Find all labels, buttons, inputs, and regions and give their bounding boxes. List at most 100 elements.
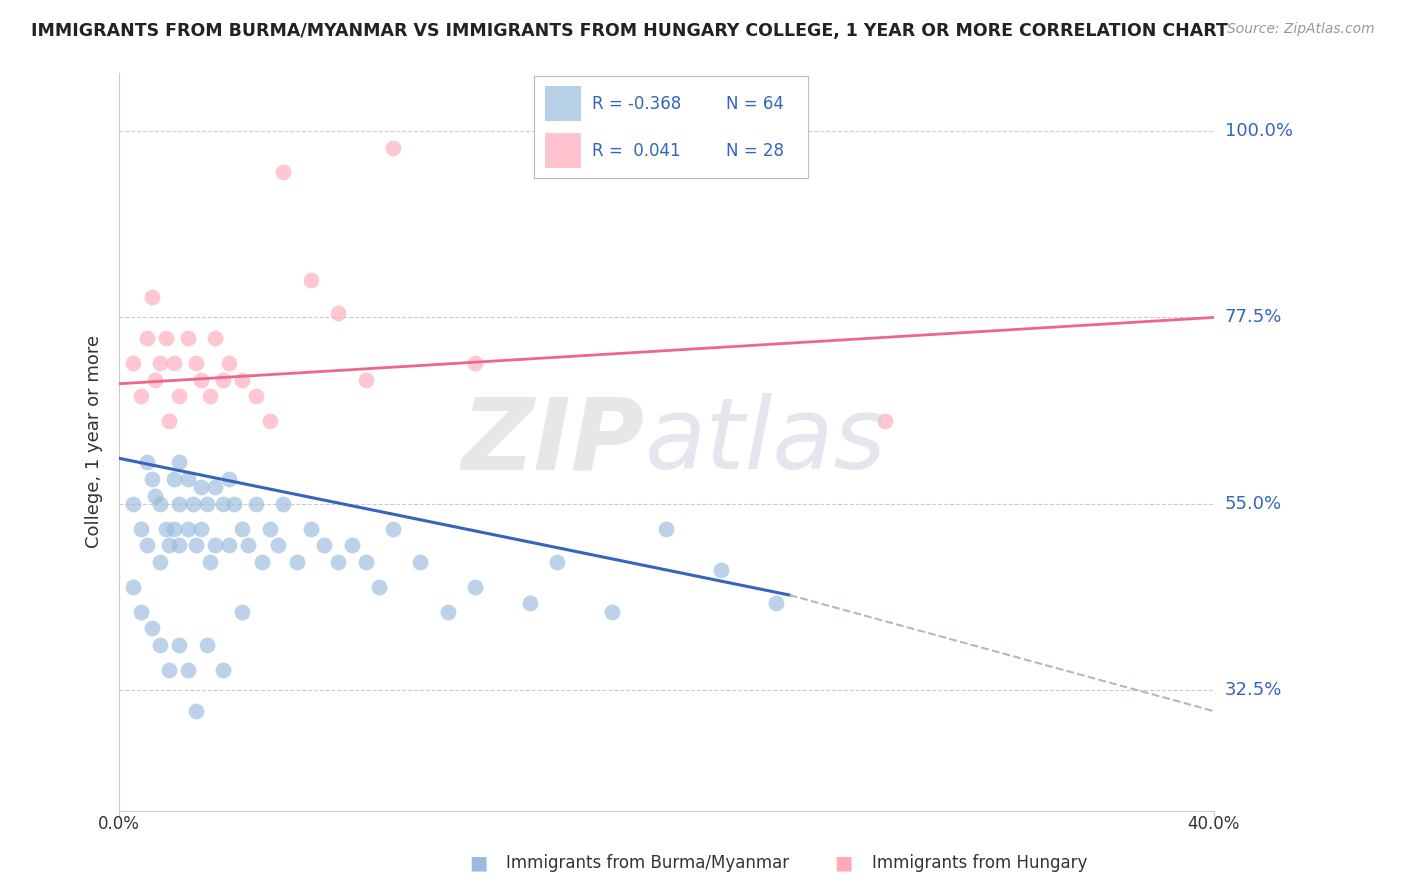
Point — [184, 538, 207, 552]
Point — [195, 638, 218, 652]
Point — [129, 389, 152, 403]
Point — [245, 497, 267, 511]
Point — [464, 580, 486, 594]
Point — [157, 414, 180, 428]
Bar — [546, 133, 581, 168]
Text: R =  0.041: R = 0.041 — [592, 142, 681, 160]
Point — [169, 455, 191, 469]
Point — [129, 605, 152, 619]
Y-axis label: College, 1 year or more: College, 1 year or more — [86, 335, 103, 549]
Point — [198, 555, 221, 569]
Point — [163, 472, 186, 486]
Point — [236, 538, 259, 552]
Point — [204, 480, 226, 494]
Point — [169, 497, 191, 511]
Point — [218, 356, 240, 370]
Point — [184, 356, 207, 370]
Point — [212, 373, 235, 387]
Point — [169, 389, 191, 403]
Point — [218, 472, 240, 486]
Text: ■: ■ — [468, 854, 488, 872]
Point — [328, 306, 350, 320]
Text: ■: ■ — [834, 854, 853, 872]
Point — [141, 290, 163, 304]
Text: ZIP: ZIP — [461, 393, 644, 491]
Point — [135, 455, 157, 469]
Text: 100.0%: 100.0% — [1225, 122, 1292, 140]
Text: R = -0.368: R = -0.368 — [592, 95, 681, 112]
Point — [176, 472, 198, 486]
Point — [190, 373, 212, 387]
Point — [122, 497, 145, 511]
Point — [273, 497, 295, 511]
Text: 55.0%: 55.0% — [1225, 495, 1282, 513]
Point — [157, 538, 180, 552]
Point — [141, 621, 163, 635]
Point — [195, 497, 218, 511]
Point — [149, 638, 172, 652]
Point — [245, 389, 267, 403]
Point — [169, 538, 191, 552]
Point — [143, 489, 166, 503]
Point — [190, 522, 212, 536]
Point — [267, 538, 290, 552]
Point — [231, 373, 253, 387]
Text: Immigrants from Burma/Myanmar: Immigrants from Burma/Myanmar — [506, 855, 789, 872]
Text: N = 28: N = 28 — [725, 142, 785, 160]
Point — [176, 522, 198, 536]
Point — [149, 497, 172, 511]
Point — [250, 555, 273, 569]
Point — [231, 605, 253, 619]
Text: 40.0%: 40.0% — [1188, 814, 1240, 833]
Point — [710, 563, 733, 577]
Point — [273, 165, 295, 179]
Point — [169, 638, 191, 652]
Point — [519, 596, 541, 610]
Point — [190, 480, 212, 494]
Point — [354, 555, 377, 569]
Point — [122, 356, 145, 370]
Point — [328, 555, 350, 569]
Point — [204, 331, 226, 345]
Point — [464, 356, 486, 370]
Point — [176, 331, 198, 345]
Point — [368, 580, 391, 594]
Text: N = 64: N = 64 — [725, 95, 785, 112]
Point — [155, 522, 177, 536]
Point — [212, 497, 235, 511]
Point — [135, 538, 157, 552]
Point — [224, 497, 246, 511]
Point — [285, 555, 308, 569]
Point — [546, 555, 568, 569]
Point — [381, 522, 404, 536]
Point — [149, 356, 172, 370]
Point — [149, 555, 172, 569]
Point — [600, 605, 623, 619]
Bar — [546, 87, 581, 121]
Point — [299, 522, 322, 536]
Point — [314, 538, 336, 552]
Point — [212, 663, 235, 677]
Point — [231, 522, 253, 536]
Point — [129, 522, 152, 536]
Point — [143, 373, 166, 387]
Point — [259, 522, 281, 536]
Text: Immigrants from Hungary: Immigrants from Hungary — [872, 855, 1087, 872]
Point — [141, 472, 163, 486]
Text: Source: ZipAtlas.com: Source: ZipAtlas.com — [1227, 22, 1375, 37]
Point — [259, 414, 281, 428]
Point — [436, 605, 458, 619]
Point — [157, 663, 180, 677]
Text: atlas: atlas — [644, 393, 886, 491]
Point — [184, 704, 207, 718]
Point — [204, 538, 226, 552]
Point — [163, 522, 186, 536]
Point — [135, 331, 157, 345]
Point — [155, 331, 177, 345]
Point — [163, 356, 186, 370]
Text: IMMIGRANTS FROM BURMA/MYANMAR VS IMMIGRANTS FROM HUNGARY COLLEGE, 1 YEAR OR MORE: IMMIGRANTS FROM BURMA/MYANMAR VS IMMIGRA… — [31, 22, 1227, 40]
Point — [354, 373, 377, 387]
Point — [409, 555, 432, 569]
Text: 0.0%: 0.0% — [98, 814, 141, 833]
Point — [218, 538, 240, 552]
